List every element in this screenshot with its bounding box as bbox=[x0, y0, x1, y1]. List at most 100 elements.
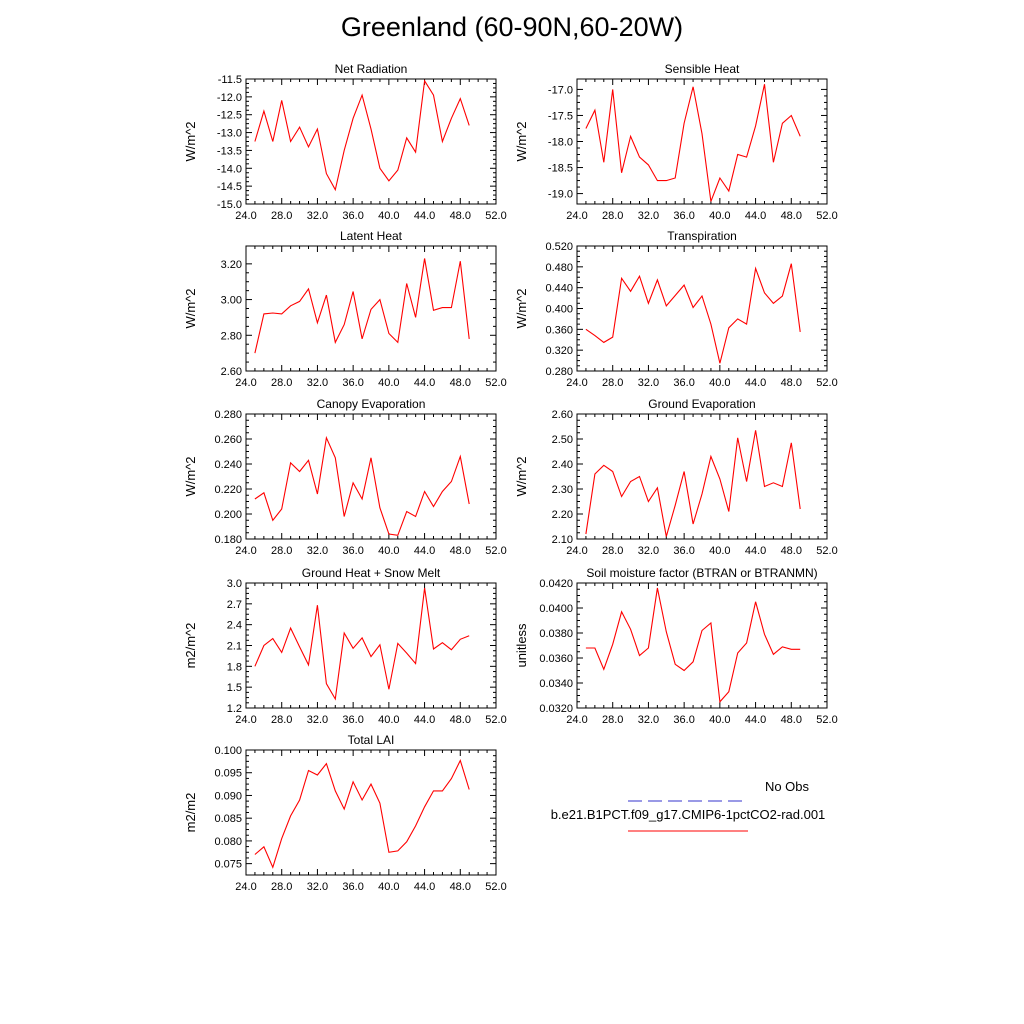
y-axis-label: W/m^2 bbox=[183, 288, 198, 328]
y-axis-label: W/m^2 bbox=[183, 121, 198, 161]
x-tick-label: 24.0 bbox=[235, 714, 256, 726]
x-tick-label: 48.0 bbox=[450, 545, 471, 557]
x-tick-label: 32.0 bbox=[307, 210, 328, 222]
x-tick-label: 44.0 bbox=[745, 714, 766, 726]
y-axis-label: m2/m^2 bbox=[183, 623, 198, 669]
y-tick-label: 2.50 bbox=[552, 434, 573, 446]
x-tick-label: 24.0 bbox=[235, 545, 256, 557]
y-tick-label: 2.60 bbox=[552, 409, 573, 421]
x-tick-label: 32.0 bbox=[307, 714, 328, 726]
x-tick-label: 40.0 bbox=[378, 545, 399, 557]
x-tick-label: 40.0 bbox=[709, 545, 730, 557]
y-tick-label: 0.260 bbox=[214, 434, 242, 446]
y-tick-label: -19.0 bbox=[548, 189, 573, 201]
y-tick-label: 0.360 bbox=[545, 324, 573, 336]
y-axis-label: W/m^2 bbox=[514, 456, 529, 496]
x-tick-label: 32.0 bbox=[638, 545, 659, 557]
x-tick-label: 28.0 bbox=[271, 210, 292, 222]
x-tick-label: 24.0 bbox=[235, 210, 256, 222]
y-tick-label: 0.100 bbox=[214, 745, 242, 757]
y-tick-label: 0.280 bbox=[545, 366, 573, 378]
panel-latent-heat: Latent Heat W/m^2 24.0 28.0 32.0 36.0 40.0 44.0… bbox=[183, 229, 507, 389]
y-tick-label: -15.0 bbox=[217, 199, 242, 211]
x-tick-label: 44.0 bbox=[745, 545, 766, 557]
y-tick-label: 0.0320 bbox=[539, 703, 573, 715]
x-tick-label: 48.0 bbox=[781, 377, 802, 389]
panel-title: Sensible Heat bbox=[665, 62, 740, 76]
y-tick-label: 3.20 bbox=[221, 259, 242, 271]
x-tick-label: 32.0 bbox=[638, 377, 659, 389]
x-tick-label: 52.0 bbox=[816, 714, 837, 726]
y-axis-label: m2/m2 bbox=[183, 793, 198, 833]
y-tick-label: -14.0 bbox=[217, 163, 242, 175]
panel-title: Total LAI bbox=[348, 733, 395, 747]
x-tick-label: 48.0 bbox=[450, 210, 471, 222]
y-tick-label: -12.5 bbox=[217, 110, 242, 122]
series-line bbox=[585, 430, 801, 537]
panel-title: Transpiration bbox=[667, 229, 737, 243]
x-tick-label: 28.0 bbox=[602, 714, 623, 726]
y-tick-label: 3.0 bbox=[227, 578, 242, 590]
x-tick-label: 52.0 bbox=[485, 545, 506, 557]
y-tick-label: -13.0 bbox=[217, 128, 242, 140]
y-tick-label: 0.090 bbox=[214, 790, 242, 802]
x-tick-label: 32.0 bbox=[638, 210, 659, 222]
y-tick-label: 1.8 bbox=[227, 661, 242, 673]
y-tick-label: -14.5 bbox=[217, 181, 242, 193]
x-tick-label: 44.0 bbox=[414, 881, 435, 893]
panel-title: Ground Heat + Snow Melt bbox=[302, 566, 441, 580]
x-tick-label: 48.0 bbox=[450, 714, 471, 726]
y-tick-label: 0.180 bbox=[214, 534, 242, 546]
x-tick-label: 40.0 bbox=[378, 377, 399, 389]
y-tick-label: 0.075 bbox=[214, 859, 242, 871]
panel-title: Latent Heat bbox=[340, 229, 403, 243]
x-tick-label: 32.0 bbox=[307, 881, 328, 893]
y-tick-label: 2.7 bbox=[227, 599, 242, 611]
x-tick-label: 40.0 bbox=[709, 714, 730, 726]
y-tick-label: 0.440 bbox=[545, 283, 573, 295]
x-tick-label: 44.0 bbox=[414, 714, 435, 726]
y-tick-label: 0.400 bbox=[545, 304, 573, 316]
x-tick-label: 28.0 bbox=[602, 377, 623, 389]
y-tick-label: 0.220 bbox=[214, 484, 242, 496]
y-tick-label: 0.0400 bbox=[539, 603, 573, 615]
x-tick-label: 44.0 bbox=[414, 210, 435, 222]
x-tick-label: 36.0 bbox=[342, 714, 363, 726]
x-tick-label: 24.0 bbox=[235, 377, 256, 389]
x-tick-label: 24.0 bbox=[566, 210, 587, 222]
panel-ground-heat-snow-melt: Ground Heat + Snow Melt m2/m^2 24.0 28.0 32.… bbox=[183, 566, 507, 726]
x-tick-label: 36.0 bbox=[342, 881, 363, 893]
plot-frame bbox=[245, 78, 497, 205]
y-tick-label: 0.200 bbox=[214, 509, 242, 521]
plot-frame bbox=[576, 245, 828, 372]
y-tick-label: 2.4 bbox=[227, 620, 242, 632]
x-tick-label: 36.0 bbox=[342, 545, 363, 557]
y-tick-label: -17.0 bbox=[548, 84, 573, 96]
y-tick-label: 3.00 bbox=[221, 295, 242, 307]
panel-title: Ground Evaporation bbox=[648, 397, 755, 411]
series-line bbox=[585, 84, 801, 202]
y-tick-label: 0.520 bbox=[545, 241, 573, 253]
series-line bbox=[585, 587, 801, 704]
y-tick-label: 2.30 bbox=[552, 484, 573, 496]
y-tick-label: -18.0 bbox=[548, 137, 573, 149]
y-tick-label: 0.320 bbox=[545, 345, 573, 357]
plot-frame bbox=[576, 78, 828, 205]
plot-frame bbox=[245, 582, 497, 709]
x-tick-label: 28.0 bbox=[271, 377, 292, 389]
x-tick-label: 28.0 bbox=[602, 545, 623, 557]
panel-total-lai: Total LAI m2/m2 24.0 28.0 32.0 36.0 40.0 44.0 48… bbox=[183, 733, 507, 893]
x-tick-label: 44.0 bbox=[745, 210, 766, 222]
y-tick-label: -12.0 bbox=[217, 92, 242, 104]
x-tick-label: 48.0 bbox=[781, 545, 802, 557]
y-tick-label: -13.5 bbox=[217, 145, 242, 157]
y-tick-label: 0.085 bbox=[214, 813, 242, 825]
y-tick-label: 2.1 bbox=[227, 641, 242, 653]
legend-label-model: b.e21.B1PCT.f09_g17.CMIP6-1pctCO2-rad.00… bbox=[550, 807, 826, 822]
x-tick-label: 44.0 bbox=[414, 545, 435, 557]
y-tick-label: 1.5 bbox=[227, 682, 242, 694]
series-line bbox=[585, 263, 801, 364]
x-tick-label: 32.0 bbox=[307, 545, 328, 557]
plot-frame bbox=[576, 582, 828, 709]
